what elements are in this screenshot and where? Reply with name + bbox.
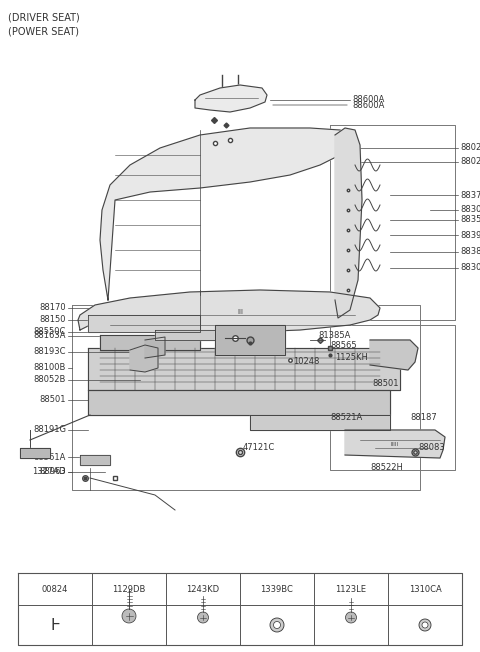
Text: 88193C: 88193C — [34, 348, 66, 357]
Circle shape — [346, 612, 357, 623]
Text: 1339BC: 1339BC — [261, 584, 293, 593]
Text: 1125KH: 1125KH — [335, 353, 368, 361]
Text: 88600A: 88600A — [352, 95, 384, 104]
Polygon shape — [20, 448, 50, 458]
Circle shape — [270, 618, 284, 632]
Polygon shape — [88, 348, 400, 390]
Text: 1123LE: 1123LE — [336, 584, 367, 593]
Text: 88350C: 88350C — [460, 216, 480, 224]
Text: 88083: 88083 — [418, 443, 445, 451]
Circle shape — [422, 622, 428, 628]
Text: 88021: 88021 — [460, 158, 480, 166]
Text: 88600A: 88600A — [352, 100, 384, 110]
Circle shape — [419, 619, 431, 631]
Polygon shape — [370, 340, 418, 370]
Text: 88522H: 88522H — [370, 464, 403, 473]
Polygon shape — [250, 415, 390, 430]
Polygon shape — [195, 85, 267, 112]
Text: 1243KD: 1243KD — [186, 584, 219, 593]
Text: 88170: 88170 — [39, 303, 66, 312]
Polygon shape — [88, 315, 200, 332]
Text: 88100B: 88100B — [34, 364, 66, 372]
Text: 1310CA: 1310CA — [408, 584, 442, 593]
Text: III: III — [237, 309, 243, 315]
Circle shape — [122, 609, 136, 623]
Text: (DRIVER SEAT): (DRIVER SEAT) — [8, 12, 80, 22]
Polygon shape — [345, 430, 445, 458]
Text: IIIII: IIIII — [391, 441, 399, 447]
Polygon shape — [145, 337, 165, 358]
Text: 88501: 88501 — [39, 396, 66, 404]
Text: 88301C: 88301C — [460, 263, 480, 273]
Text: 1327AD: 1327AD — [33, 467, 66, 477]
Text: 88550C: 88550C — [34, 327, 66, 336]
Text: 88370: 88370 — [460, 190, 480, 200]
Polygon shape — [335, 128, 362, 318]
Polygon shape — [215, 325, 285, 355]
Text: 88567C: 88567C — [235, 329, 268, 338]
Text: 88163A: 88163A — [34, 331, 66, 340]
Text: 47121C: 47121C — [243, 443, 275, 451]
Polygon shape — [80, 455, 110, 465]
Text: 88187: 88187 — [410, 413, 437, 422]
Polygon shape — [100, 335, 200, 350]
Polygon shape — [100, 128, 350, 300]
Text: Ͱ: Ͱ — [50, 617, 60, 632]
Polygon shape — [130, 345, 158, 372]
Text: 88380D: 88380D — [460, 248, 480, 256]
Text: 1125KH: 1125KH — [248, 340, 281, 349]
Polygon shape — [78, 290, 380, 332]
Text: 88052B: 88052B — [34, 376, 66, 385]
Text: (POWER SEAT): (POWER SEAT) — [8, 26, 79, 36]
Text: 81385A: 81385A — [318, 331, 350, 340]
Text: 88501: 88501 — [372, 379, 398, 387]
Text: 88565: 88565 — [330, 342, 357, 351]
Circle shape — [274, 621, 280, 629]
Text: 88150: 88150 — [39, 316, 66, 325]
Polygon shape — [155, 330, 215, 340]
Polygon shape — [88, 390, 390, 415]
Text: 88022: 88022 — [460, 143, 480, 153]
Text: 88963: 88963 — [39, 467, 66, 477]
Text: 88300: 88300 — [460, 205, 480, 215]
Text: 10248: 10248 — [293, 357, 319, 366]
Text: 88397: 88397 — [460, 231, 480, 239]
Text: 88561A: 88561A — [34, 452, 66, 462]
Text: 00824: 00824 — [42, 584, 68, 593]
Text: 1129DB: 1129DB — [112, 584, 146, 593]
Text: 88521A: 88521A — [330, 413, 362, 422]
Circle shape — [197, 612, 208, 623]
Text: 88191G: 88191G — [33, 426, 66, 434]
